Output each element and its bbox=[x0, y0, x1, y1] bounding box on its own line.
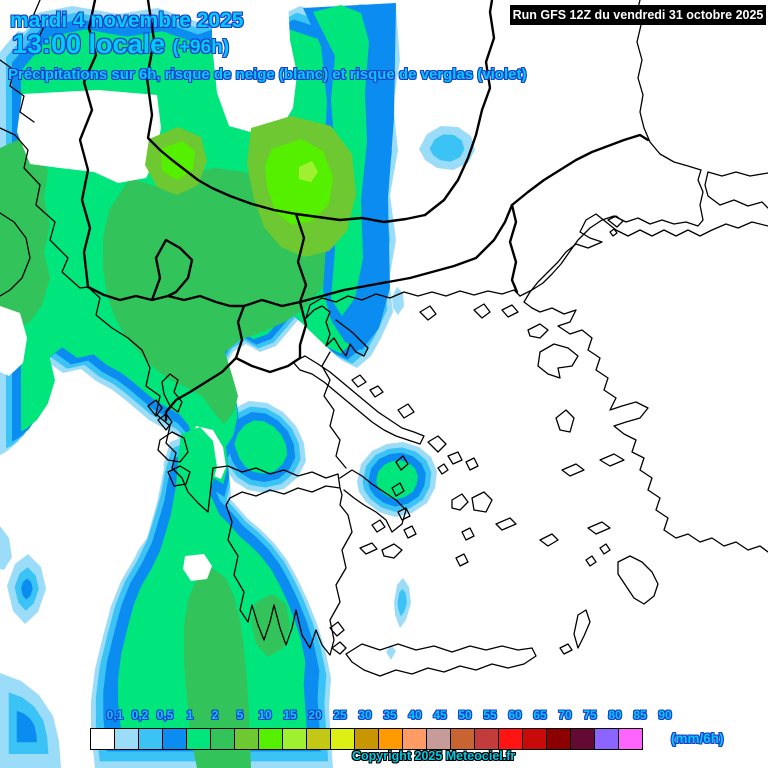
legend-swatch bbox=[498, 728, 523, 750]
run-info-box: Run GFS 12Z du vendredi 31 octobre 2025 bbox=[510, 5, 766, 25]
legend-tick-label: 35 bbox=[383, 708, 397, 722]
legend-swatch bbox=[234, 728, 259, 750]
legend-swatch bbox=[210, 728, 235, 750]
legend-tick-label: 40 bbox=[408, 708, 422, 722]
legend-tick-label: 90 bbox=[658, 708, 672, 722]
run-info-label: Run GFS 12Z du vendredi 31 octobre 2025 bbox=[512, 8, 764, 22]
legend-swatch bbox=[90, 728, 115, 750]
legend-tick-label: 30 bbox=[358, 708, 372, 722]
legend-tick-label: 0,1 bbox=[106, 708, 124, 722]
legend-swatch bbox=[138, 728, 163, 750]
legend-tick-label: 0,2 bbox=[131, 708, 149, 722]
legend-color-scale bbox=[90, 728, 643, 750]
legend-swatch bbox=[450, 728, 475, 750]
legend-swatch bbox=[474, 728, 499, 750]
legend-tick-label: 50 bbox=[458, 708, 472, 722]
legend-swatch bbox=[282, 728, 307, 750]
legend-tick-label: 55 bbox=[483, 708, 497, 722]
legend-tick-label: 15 bbox=[283, 708, 297, 722]
legend-swatch bbox=[594, 728, 619, 750]
forecast-time-value: 13:00 locale bbox=[12, 29, 166, 59]
legend-tick-label: 65 bbox=[533, 708, 547, 722]
legend-tick-label: 75 bbox=[583, 708, 597, 722]
legend-tick-label: 20 bbox=[308, 708, 322, 722]
legend-swatch bbox=[258, 728, 283, 750]
map-subtitle: Précipitations sur 6h, risque de neige (… bbox=[8, 66, 527, 83]
legend-unit-label: (mm/6h) bbox=[671, 731, 724, 746]
legend-swatch bbox=[186, 728, 211, 750]
legend-swatch bbox=[402, 728, 427, 750]
legend-tick-label: 70 bbox=[558, 708, 572, 722]
legend-tick-label: 80 bbox=[608, 708, 622, 722]
forecast-date: mardi 4 novembre 2025 bbox=[10, 9, 244, 32]
copyright-label: Copyright 2025 Meteociel.fr bbox=[352, 749, 516, 763]
legend-tick-label: 5 bbox=[236, 708, 244, 722]
legend-swatch bbox=[378, 728, 403, 750]
dry-areas bbox=[0, 0, 297, 583]
legend-swatch bbox=[306, 728, 331, 750]
legend-swatch bbox=[570, 728, 595, 750]
legend-swatch bbox=[546, 728, 571, 750]
coastlines bbox=[0, 0, 768, 677]
legend-tick-label: 2 bbox=[211, 708, 219, 722]
legend-tick-label: 25 bbox=[333, 708, 347, 722]
legend-tick-label: 60 bbox=[508, 708, 522, 722]
legend-swatch bbox=[354, 728, 379, 750]
country-borders bbox=[78, 0, 650, 422]
legend-tick-label: 85 bbox=[633, 708, 647, 722]
legend-tick-label: 0,5 bbox=[156, 708, 174, 722]
forecast-time: 13:00 locale (+96h) bbox=[12, 29, 229, 60]
legend-swatch bbox=[162, 728, 187, 750]
legend-tick-label: 10 bbox=[258, 708, 272, 722]
legend-tick-label: 1 bbox=[186, 708, 194, 722]
legend-swatch bbox=[114, 728, 139, 750]
forecast-offset: (+96h) bbox=[172, 37, 230, 58]
legend-swatch bbox=[618, 728, 643, 750]
legend-tick-labels: 0,1 0,2 0,5 1 2 5 10 15 20 25 30 35 40 45 50 55 60 65 70 75… bbox=[90, 708, 690, 724]
legend-swatch bbox=[426, 728, 451, 750]
legend-swatch bbox=[522, 728, 547, 750]
legend-swatch bbox=[330, 728, 355, 750]
legend-tick-label: 45 bbox=[433, 708, 447, 722]
